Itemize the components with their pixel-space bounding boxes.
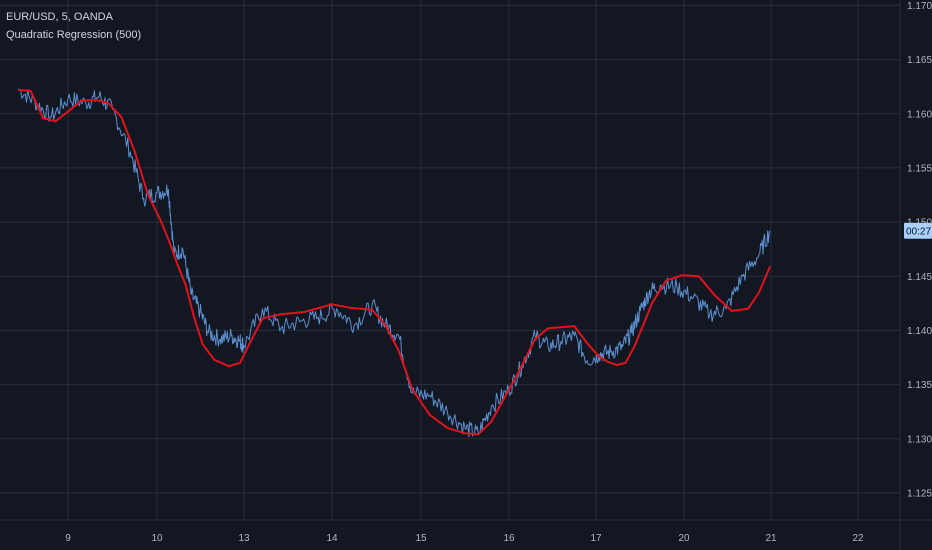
x-tick-label: 13 — [238, 533, 250, 544]
x-tick-label: 22 — [852, 533, 864, 544]
last-price-tag-label: 00:27 — [906, 226, 931, 237]
chart-subtitle: Quadratic Regression (500) — [6, 29, 141, 41]
x-tick-label: 9 — [65, 533, 71, 544]
series-layer — [17, 88, 771, 438]
last-price-tag-box — [904, 222, 932, 239]
y-tick-label: 1.1600 — [907, 109, 932, 120]
x-tick-label: 20 — [678, 533, 690, 544]
x-tick-label: 10 — [151, 533, 163, 544]
x-tick-label: 15 — [415, 533, 427, 544]
x-tick-label: 16 — [503, 533, 515, 544]
time-axis[interactable]: 9 10 13 14 15 16 17 20 21 22 — [65, 533, 864, 544]
last-price-tag: 00:27 — [904, 222, 932, 239]
y-tick-label: 1.1700 — [907, 1, 932, 12]
chart-title: EUR/USD, 5, OANDA — [6, 11, 114, 23]
y-tick-label: 1.1300 — [907, 434, 932, 445]
y-tick-label: 1.1550 — [907, 163, 932, 174]
y-tick-label: 1.1450 — [907, 272, 932, 283]
y-tick-label: 1.1400 — [907, 326, 932, 337]
chart-legend: EUR/USD, 5, OANDA Quadratic Regression (… — [6, 11, 141, 41]
y-tick-label: 1.1650 — [907, 55, 932, 66]
x-tick-label: 14 — [326, 533, 338, 544]
price-series — [17, 88, 771, 438]
regression-series — [18, 88, 771, 436]
x-tick-label: 17 — [590, 533, 602, 544]
x-tick-label: 21 — [765, 533, 777, 544]
y-tick-label: 1.1350 — [907, 380, 932, 391]
y-tick-label: 1.1250 — [907, 488, 932, 499]
